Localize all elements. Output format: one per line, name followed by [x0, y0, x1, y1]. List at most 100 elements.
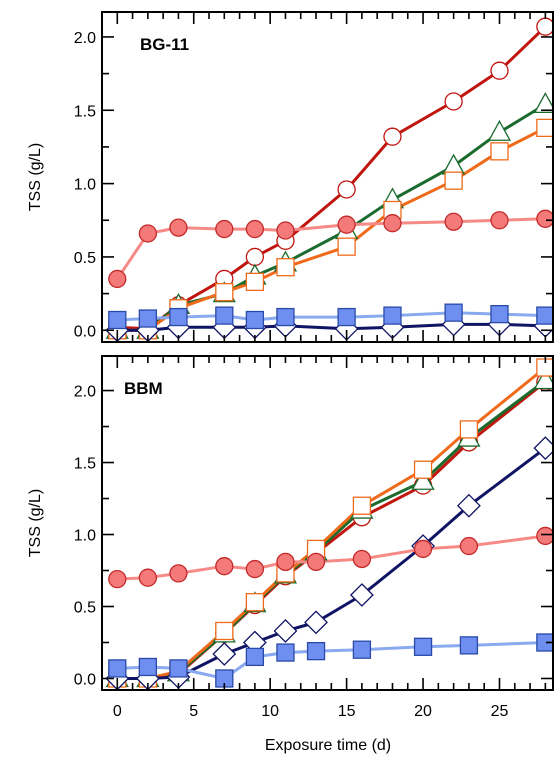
data-point-blue	[352, 640, 372, 659]
x-tick-label: 10	[261, 703, 279, 720]
data-point-green	[411, 468, 435, 490]
plot-area	[105, 358, 553, 690]
y-axis-label: TSS (g/L)	[27, 143, 44, 211]
data-point-salmon	[245, 219, 265, 239]
data-point-navy	[304, 610, 328, 635]
data-point-dark_red	[245, 247, 265, 267]
data-point-orange	[413, 460, 433, 479]
data-point-orange	[459, 420, 479, 439]
data-point-navy	[456, 493, 481, 518]
data-point-green	[442, 153, 466, 175]
data-point-salmon	[108, 269, 127, 289]
data-point-salmon	[276, 552, 295, 572]
y-tick-label: 1.5	[74, 103, 96, 120]
data-point-dark_red	[536, 17, 553, 36]
data-point-orange	[490, 142, 509, 161]
data-point-orange	[352, 496, 372, 515]
data-point-orange	[444, 171, 463, 190]
data-point-blue	[306, 641, 326, 661]
data-point-dark_red	[337, 180, 356, 199]
y-tick-label: 0.5	[74, 600, 96, 617]
data-point-green	[533, 92, 553, 114]
panel-label: BG-11	[140, 35, 189, 54]
data-point-orange	[245, 593, 265, 612]
y-tick-label: 2.0	[74, 30, 96, 47]
y-tick-label: 0.0	[74, 671, 96, 688]
data-point-blue	[536, 306, 553, 325]
data-point-blue	[245, 647, 265, 667]
series-line-dark_red	[117, 25, 547, 331]
series-line-green	[117, 103, 547, 332]
x-axis-label: Exposure time (d)	[265, 737, 391, 754]
data-point-salmon	[215, 557, 234, 576]
panel-label: BBM	[124, 379, 163, 398]
y-tick-label: 0.5	[74, 250, 96, 267]
data-point-salmon	[413, 539, 433, 559]
data-point-salmon	[383, 214, 402, 233]
data-point-salmon	[138, 224, 158, 243]
x-tick-label: 20	[414, 703, 432, 720]
data-point-salmon	[337, 215, 356, 234]
data-point-orange	[245, 272, 265, 292]
data-point-salmon	[108, 569, 127, 589]
plot-area	[105, 17, 553, 342]
data-point-salmon	[138, 568, 158, 587]
panel-frame	[101, 355, 554, 691]
x-tick-label: 0	[113, 703, 122, 720]
y-tick-label: 1.5	[74, 456, 96, 473]
y-tick-label: 0.0	[74, 323, 96, 340]
data-point-blue	[337, 307, 356, 327]
y-axis-label: TSS (g/L)	[27, 489, 44, 557]
data-point-green	[533, 368, 553, 390]
panel-bg11: 0.0 0.5 1.0 1.5 2.0 BG-11 TSS (g/L)	[27, 11, 554, 343]
data-point-green	[487, 119, 512, 141]
data-point-orange	[276, 258, 295, 277]
data-point-salmon	[490, 211, 509, 230]
data-point-blue	[276, 643, 295, 662]
data-point-orange	[536, 118, 553, 138]
data-point-salmon	[245, 559, 265, 579]
y-tick-label: 1.0	[74, 528, 96, 545]
data-point-dark_red	[383, 127, 402, 146]
data-point-orange	[215, 282, 234, 302]
data-point-salmon	[536, 209, 553, 228]
data-point-blue	[108, 310, 127, 330]
y-tick-label: 1.0	[74, 177, 96, 194]
data-point-blue	[138, 309, 158, 328]
data-point-salmon	[306, 552, 326, 572]
series-line-green	[117, 379, 547, 680]
data-point-blue	[383, 306, 402, 325]
series-line-dark_red	[117, 380, 547, 680]
data-point-dark_red	[490, 61, 509, 80]
data-point-blue	[459, 636, 479, 655]
data-point-blue	[138, 657, 158, 677]
series-line-orange	[117, 366, 547, 680]
data-point-dark_red	[444, 92, 463, 111]
data-point-blue	[490, 304, 509, 324]
data-point-salmon	[444, 212, 463, 231]
data-point-salmon	[276, 221, 295, 240]
panel-frame	[101, 11, 554, 343]
data-point-blue	[108, 659, 127, 678]
data-point-orange	[337, 237, 356, 256]
data-point-blue	[536, 633, 553, 652]
data-point-blue	[245, 310, 265, 330]
data-point-blue	[169, 659, 188, 678]
y-tick-label: 2.0	[74, 384, 96, 401]
data-point-salmon	[169, 564, 188, 583]
data-point-salmon	[536, 526, 553, 546]
data-point-blue	[215, 306, 234, 325]
x-tick-label: 5	[189, 703, 198, 720]
data-point-blue	[276, 307, 295, 327]
data-point-orange	[215, 621, 234, 641]
data-point-blue	[444, 303, 463, 322]
data-point-salmon	[459, 536, 479, 556]
x-tick-label: 15	[338, 703, 356, 720]
data-point-salmon	[215, 219, 234, 239]
data-point-blue	[413, 637, 433, 656]
panel-bbm: 0 5 10 15 20 25 0.0 0.5 1.0 1.5 2.0 BBM TSS (g/L)	[27, 355, 554, 720]
data-point-salmon	[352, 549, 372, 569]
data-point-salmon	[169, 218, 188, 237]
data-point-navy	[212, 642, 237, 666]
